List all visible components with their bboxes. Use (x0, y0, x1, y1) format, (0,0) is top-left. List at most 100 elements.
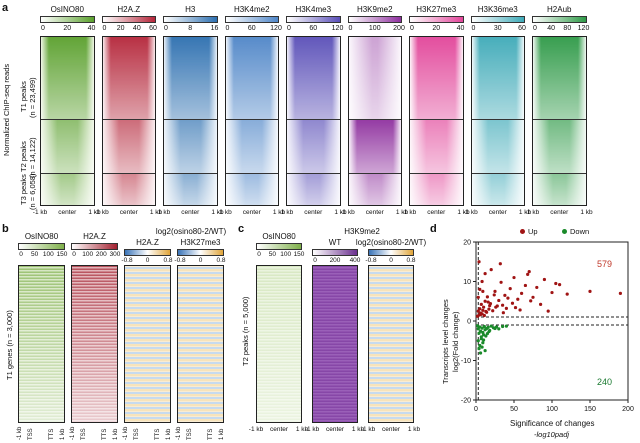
panel-c-title-2: log2(osino80-2/WT) (355, 238, 427, 247)
panel-b-cbtick-1-1: 100 (82, 251, 94, 258)
panel-a-y-label: Normalized ChIP-seq reads (2, 63, 11, 156)
panel-b-xtick-2-2: TTS (154, 428, 161, 440)
up-point-28 (527, 270, 531, 274)
heatmap-a-xtick-3-1: center (242, 209, 261, 216)
heatmap-a-8-block-1 (533, 118, 586, 173)
panel-d-letter: d (430, 223, 437, 235)
heatmap-a-7 (470, 36, 525, 206)
t2-peaks-n: (n = 14,122) (28, 137, 37, 178)
panel-c-cbtick-0-3: 150 (293, 251, 305, 258)
y-tick-label-2: 0 (467, 319, 471, 326)
heatmap-a-7-fade-2 (471, 173, 524, 205)
heatmap-a-4-block-0 (287, 37, 340, 119)
heatmap-a-2 (163, 36, 218, 206)
colorbar-tick-0-2: 40 (87, 25, 96, 32)
up-point-34 (565, 292, 569, 296)
legend-up-dot (520, 229, 525, 234)
panel-b-cbtick-0-2: 100 (42, 251, 54, 258)
panel-c-letter: c (238, 223, 245, 235)
colorbar-tick-5-1: 100 (368, 25, 381, 32)
y-tick-label-1: -10 (461, 358, 471, 365)
colorbar-7 (470, 16, 525, 23)
panel-c-xtick-2-1: center (381, 426, 401, 433)
heatmap-a-6-fade-1 (410, 118, 463, 173)
up-point-59 (546, 309, 550, 313)
t1-peaks-n: (n = 23,499) (28, 77, 37, 118)
heatmap-a-6-divider-1 (410, 173, 463, 174)
colorbar-2 (163, 16, 218, 23)
panel-b-cbtick-1-2: 200 (95, 251, 107, 258)
up-point-46 (526, 272, 530, 276)
heatmap-title-6: H3K27me3 (416, 5, 457, 14)
heatmap-a-5 (347, 36, 402, 206)
t1-peaks-label: T1 peaks (19, 81, 28, 112)
panel-b-xtick-1-2: TTS (101, 428, 108, 440)
down-point-21 (478, 343, 482, 348)
heatmap-a-0-fade-2 (41, 173, 94, 205)
heatmap-a-xtick-4-2: 1 kb (334, 209, 347, 216)
up-point-58 (529, 299, 533, 303)
colorbar-tick-5-2: 200 (393, 25, 405, 32)
heatmap-a-4-divider-1 (287, 173, 340, 174)
up-point-55 (492, 293, 496, 297)
panel-c-xtick-0-2: 1 kb (295, 426, 309, 433)
up-point-8 (482, 305, 486, 309)
colorbar-3 (224, 16, 279, 23)
heatmap-a-6-fade-2 (410, 173, 463, 205)
heatmap-a-3-block-2 (225, 173, 278, 205)
up-point-36 (478, 287, 482, 291)
panel-c-heatmap-1 (312, 265, 358, 423)
heatmap-title-7: H3K36me3 (477, 5, 518, 14)
panel-c-cbtick-0-2: 100 (280, 251, 292, 258)
heatmap-a-4-block-2 (287, 173, 340, 205)
panel-c-xtick-2-0: -1 kb (360, 426, 376, 433)
heatmap-a-1-fade-2 (102, 173, 155, 205)
heatmap-a-0-fade-1 (41, 118, 94, 173)
heatmap-a-2-fade-0 (164, 37, 217, 119)
y-tick-label-0: -20 (461, 398, 471, 405)
panel-c-title-0: OsINO80 (262, 232, 296, 241)
up-point-26 (520, 291, 524, 295)
panel-b-cbtick-0-1: 50 (31, 251, 39, 258)
panel-b-cbtick-1-0: 0 (72, 251, 76, 258)
heatmap-a-7-block-2 (471, 173, 524, 205)
panel-c: H3K9me2 T2 peaks (n = 5,000) (236, 220, 426, 443)
colorbar-tick-5-0: 0 (348, 25, 353, 32)
y-tick-label-4: 20 (463, 240, 471, 247)
up-point-41 (494, 305, 498, 309)
heatmap-a-7-block-1 (471, 118, 524, 173)
up-point-23 (508, 287, 512, 291)
heatmap-title-0: OsINO80 (50, 5, 84, 14)
colorbar-tick-0-0: 0 (41, 25, 45, 32)
colorbar-tick-4-1: 60 (309, 25, 318, 32)
panel-c-xtick-0-0: -1 kb (248, 426, 264, 433)
panel-b-cbtick-1-3: 300 (109, 251, 121, 258)
heatmap-a-xtick-0-0: -1 kb (32, 209, 48, 216)
panel-c-group-title: H3K9me2 (344, 227, 380, 236)
up-point-54 (488, 303, 492, 308)
heatmap-a-8 (532, 36, 587, 206)
up-point-10 (483, 299, 487, 303)
colorbar-tick-6-0: 0 (410, 25, 414, 32)
heatmap-a-3-fade-0 (225, 37, 278, 119)
panel-b-xtick-2-3: 1 kb (166, 428, 172, 440)
heatmap-a-5-fade-2 (348, 173, 401, 205)
panel-b-xtick-0-2: TTS (48, 428, 55, 440)
colorbar-tick-1-0: 0 (102, 25, 107, 32)
heatmap-a-5-block-0 (348, 37, 401, 119)
panel-c-heatmap-2 (368, 265, 414, 423)
heatmap-a-3-fade-1 (225, 118, 278, 173)
down-point-23 (481, 341, 485, 345)
heatmap-a-xtick-7-2: 1 kb (518, 209, 532, 216)
panel-b-xtick-1-1: TSS (81, 428, 88, 440)
colorbar-tick-2-2: 16 (210, 25, 219, 32)
up-point-13 (487, 307, 491, 311)
panel-b-cbtick-3-2: 0.8 (216, 257, 226, 264)
heatmap-a-7-divider-1 (471, 173, 524, 174)
t3-peaks-n: (n = 6,058) (28, 173, 37, 210)
panel-b-title-1: H2A.Z (83, 232, 106, 241)
colorbar-tick-2-0: 0 (164, 25, 168, 32)
heatmap-a-6-block-0 (410, 37, 463, 119)
heatmap-a-1-fade-1 (102, 118, 155, 173)
